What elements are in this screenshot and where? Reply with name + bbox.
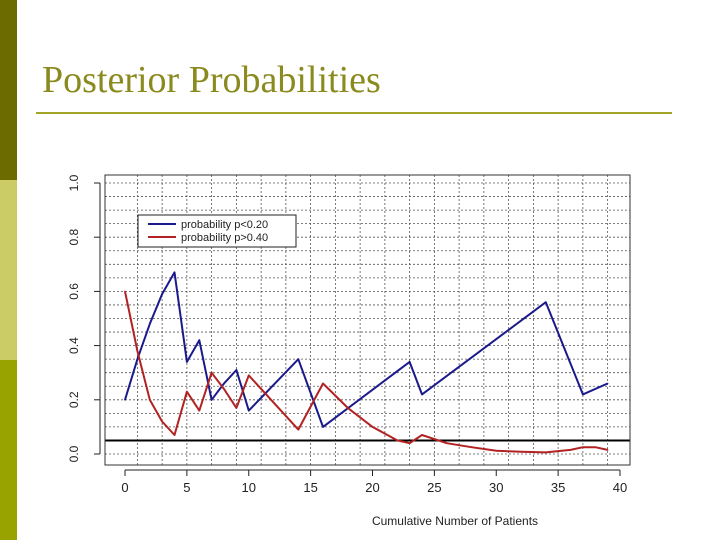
x-tick-label: 25 [427, 480, 441, 495]
series-2-point [408, 442, 411, 444]
series-1-point [582, 393, 584, 396]
series-2-point [186, 390, 188, 393]
series-2-point [173, 434, 176, 436]
series-2-point [346, 407, 349, 409]
series-1-point [210, 399, 213, 401]
sidebar-segment-top [0, 0, 17, 180]
series-1-point [173, 271, 176, 274]
series-line-1 [124, 271, 609, 428]
series-1-point [297, 358, 300, 360]
series-1-point [186, 361, 188, 363]
series-1-point [421, 393, 423, 396]
series-2-point [421, 434, 423, 436]
x-tick-label: 35 [551, 480, 565, 495]
posterior-probability-chart: 0 5 10 15 20 25 30 35 40 0.0 0.2 0.4 0.6 0.8 1.0 Cumul… [67, 174, 631, 528]
series-1-point [606, 382, 609, 385]
sidebar-segment-middle [0, 180, 17, 360]
series-2-point [396, 439, 399, 442]
series-2-point [582, 446, 584, 449]
series-1-point [161, 293, 163, 295]
series-2-point [495, 449, 498, 452]
series-1-point [235, 369, 238, 371]
y-tick-label: 0.8 [67, 229, 81, 246]
series-1-point [544, 301, 547, 304]
series-lines [124, 271, 609, 454]
series-2-point [569, 449, 572, 451]
series-2-point [606, 449, 609, 451]
series-1-point [223, 382, 225, 385]
series-2-point [544, 451, 547, 454]
series-2-point [210, 371, 213, 374]
series-2-point [148, 399, 151, 401]
series-1-point [148, 323, 151, 325]
legend-label-2: probability p>0.40 [181, 232, 268, 244]
series-2-point [445, 442, 448, 444]
x-axis-label: Cumulative Number of Patients [372, 514, 538, 528]
title-underline [36, 112, 672, 114]
series-line-2 [124, 291, 608, 454]
y-tick-label: 0.0 [67, 445, 81, 462]
x-tick-label: 40 [613, 480, 627, 495]
series-2-point [520, 451, 522, 453]
y-tick-label: 0.4 [67, 337, 81, 354]
x-tick-label: 15 [303, 480, 317, 495]
series-1-point [408, 361, 411, 363]
series-1-point [124, 399, 126, 401]
series-2-point [297, 428, 300, 431]
series-2-point [198, 409, 201, 412]
series-2-point [247, 374, 250, 377]
slide-title: Posterior Probabilities [42, 59, 381, 101]
y-tick-label: 0.6 [67, 283, 81, 300]
x-tick-label: 0 [121, 480, 128, 495]
series-2-point [235, 407, 238, 409]
x-tick-label: 30 [489, 480, 503, 495]
axes: 0 5 10 15 20 25 30 35 40 0.0 0.2 0.4 0.6 0.8 1.0 [67, 174, 627, 495]
series-2-point [594, 446, 597, 449]
series-2-point [470, 446, 473, 449]
plot-frame [104, 174, 631, 466]
series-2-point [124, 290, 126, 293]
series-2-point [322, 382, 324, 385]
x-tick-label: 5 [183, 480, 190, 495]
legend-box [137, 214, 297, 248]
legend-label-1: probability p<0.20 [181, 219, 268, 231]
series-1-point [136, 358, 139, 360]
sidebar-segment-bottom [0, 360, 17, 540]
series-2-point [223, 388, 225, 390]
x-tick-label: 20 [365, 480, 379, 495]
series-2-point [371, 426, 374, 428]
series-1-point [198, 339, 201, 341]
series-2-point [136, 350, 139, 352]
series-2-point [161, 420, 163, 423]
series-1-point [247, 409, 250, 412]
x-tick-label: 10 [242, 480, 256, 495]
y-tick-label: 0.2 [67, 391, 81, 408]
series-1-point [322, 426, 324, 428]
decorative-sidebar [0, 0, 17, 540]
y-tick-label: 1.0 [67, 174, 81, 191]
